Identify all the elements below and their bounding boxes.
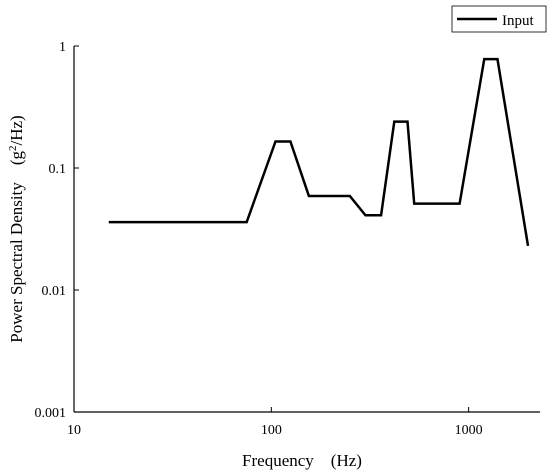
y-tick-label: 1	[59, 40, 66, 55]
y-tick-label: 0.001	[35, 406, 67, 421]
y-axis-title: Power Spectral Density (g2/Hz)	[7, 115, 26, 342]
legend: Input	[451, 5, 547, 33]
y-axis-ticks: 0.001 0.01 0.1 1	[35, 40, 79, 421]
y-tick-label: 0.1	[49, 162, 67, 177]
series-layer	[108, 57, 530, 247]
legend-label-input: Input	[502, 13, 534, 29]
y-axis-title-main: Power Spectral Density (g	[7, 151, 26, 343]
x-tick-label: 1000	[455, 423, 483, 438]
y-axis-title-tail: /Hz)	[7, 115, 26, 145]
y-axis-title-superscript: 2	[7, 146, 19, 152]
x-tick-label: 100	[261, 423, 282, 438]
x-tick-label: 10	[67, 423, 81, 438]
x-axis-ticks: 10 100 1000	[67, 407, 483, 438]
series-line-input	[108, 57, 530, 247]
x-axis-title: Frequency (Hz)	[242, 451, 362, 470]
y-tick-label: 0.01	[42, 284, 67, 299]
